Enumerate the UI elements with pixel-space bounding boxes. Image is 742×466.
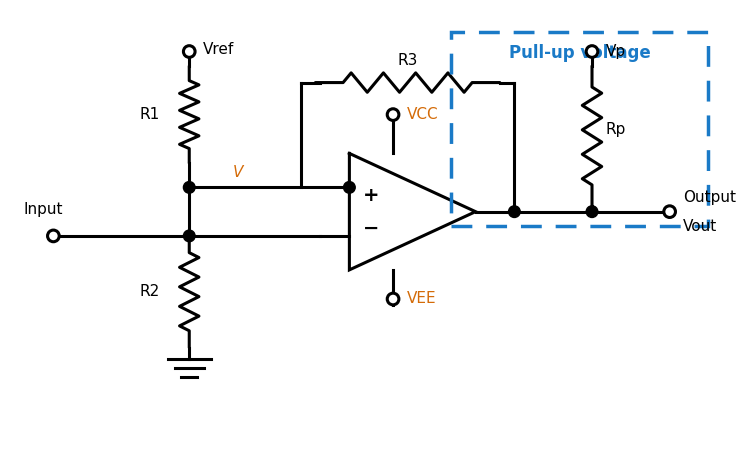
- Text: Input: Input: [24, 201, 63, 217]
- Text: R3: R3: [398, 53, 418, 68]
- Text: Output: Output: [683, 190, 736, 205]
- Text: Vp: Vp: [605, 44, 626, 59]
- Text: Vref: Vref: [203, 42, 234, 57]
- Circle shape: [183, 230, 195, 242]
- Bar: [451, 32, 709, 226]
- Text: VCC: VCC: [407, 107, 439, 122]
- Circle shape: [183, 182, 195, 193]
- Text: Vout: Vout: [683, 219, 718, 234]
- Circle shape: [508, 206, 520, 218]
- Circle shape: [344, 182, 355, 193]
- Circle shape: [586, 46, 598, 57]
- Text: −: −: [363, 219, 379, 238]
- Text: +: +: [363, 185, 379, 205]
- Circle shape: [664, 206, 675, 218]
- Circle shape: [387, 109, 399, 120]
- Circle shape: [183, 46, 195, 57]
- Text: Rp: Rp: [605, 122, 626, 137]
- Text: Pull-up voltage: Pull-up voltage: [509, 44, 651, 62]
- Text: R1: R1: [140, 107, 160, 122]
- Circle shape: [387, 293, 399, 305]
- Text: R2: R2: [140, 284, 160, 299]
- Circle shape: [586, 206, 598, 218]
- Circle shape: [47, 230, 59, 242]
- Text: VEE: VEE: [407, 292, 436, 307]
- Text: V: V: [232, 165, 243, 180]
